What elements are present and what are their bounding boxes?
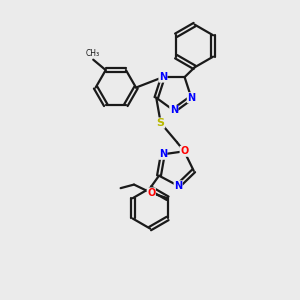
Text: S: S	[157, 118, 165, 128]
Text: N: N	[159, 72, 167, 82]
Text: N: N	[170, 106, 178, 116]
Text: CH₃: CH₃	[85, 49, 100, 58]
Text: N: N	[159, 149, 167, 159]
Text: N: N	[187, 93, 195, 103]
Text: O: O	[147, 188, 155, 198]
Text: N: N	[174, 181, 182, 191]
Text: O: O	[180, 146, 188, 156]
